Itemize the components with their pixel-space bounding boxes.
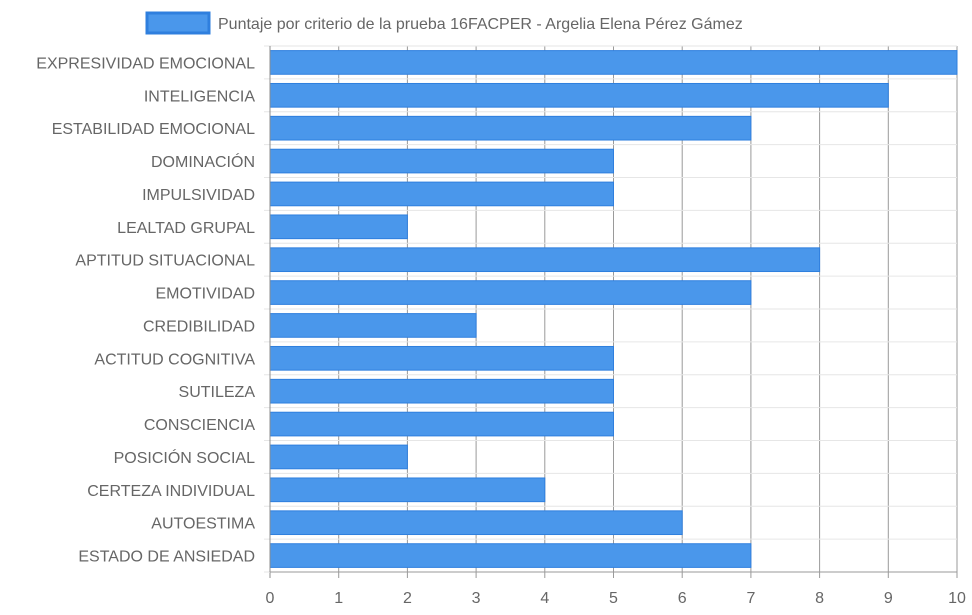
legend-label: Puntaje por criterio de la prueba 16FACP…: [218, 16, 743, 33]
bars: [269, 50, 958, 568]
category-label: LEALTAD GRUPAL: [117, 220, 255, 237]
bar[interactable]: [269, 378, 614, 404]
category-label: CONSCIENCIA: [144, 417, 255, 434]
category-label: IMPULSIVIDAD: [142, 187, 255, 204]
bar[interactable]: [269, 411, 614, 437]
bar[interactable]: [269, 148, 614, 174]
category-label: APTITUD SITUACIONAL: [75, 253, 255, 270]
x-tick-label: 5: [609, 590, 618, 607]
x-tick-label: 3: [472, 590, 481, 607]
category-label: EMOTIVIDAD: [155, 286, 255, 303]
category-label: EXPRESIVIDAD EMOCIONAL: [36, 55, 255, 72]
bar[interactable]: [269, 50, 958, 75]
x-tick-label: 8: [815, 590, 824, 607]
x-tick-label: 9: [884, 590, 893, 607]
bar[interactable]: [269, 444, 408, 470]
category-label: DOMINACIÓN: [151, 152, 255, 171]
bar[interactable]: [269, 247, 821, 273]
bar[interactable]: [269, 543, 752, 568]
x-tick-label: 10: [948, 590, 966, 607]
bar[interactable]: [269, 280, 752, 305]
category-label: ESTABILIDAD EMOCIONAL: [52, 121, 255, 138]
x-tick-labels: 0 1 2 3 4 5 6 7 8 9 10: [266, 590, 966, 607]
bar[interactable]: [269, 214, 408, 240]
category-labels: EXPRESIVIDAD EMOCIONAL INTELIGENCIA ESTABI…: [36, 55, 255, 565]
x-tick-label: 4: [540, 590, 549, 607]
category-label: AUTOESTIMA: [151, 516, 255, 533]
bar[interactable]: [269, 115, 752, 141]
x-tick-label: 2: [403, 590, 412, 607]
x-tick-label: 1: [334, 590, 343, 607]
bar[interactable]: [269, 82, 889, 108]
category-label: ACTITUD COGNITIVA: [94, 351, 255, 368]
bar[interactable]: [269, 181, 614, 207]
bar[interactable]: [269, 477, 546, 503]
category-label: ESTADO DE ANSIEDAD: [78, 549, 255, 566]
category-label: SUTILEZA: [179, 384, 256, 401]
axes: [269, 46, 957, 573]
x-tick-label: 0: [266, 590, 275, 607]
bar[interactable]: [269, 345, 614, 371]
legend[interactable]: Puntaje por criterio de la prueba 16FACP…: [145, 11, 743, 35]
x-tick-label: 6: [678, 590, 687, 607]
category-label: INTELIGENCIA: [144, 88, 255, 105]
legend-swatch: [145, 11, 211, 35]
category-label: CERTEZA INDIVIDUAL: [87, 483, 255, 500]
category-label: CREDIBILIDAD: [143, 318, 255, 335]
bar[interactable]: [269, 313, 477, 338]
x-tick-label: 7: [746, 590, 755, 607]
category-label: POSICIÓN SOCIAL: [114, 448, 255, 467]
bar[interactable]: [269, 510, 683, 536]
